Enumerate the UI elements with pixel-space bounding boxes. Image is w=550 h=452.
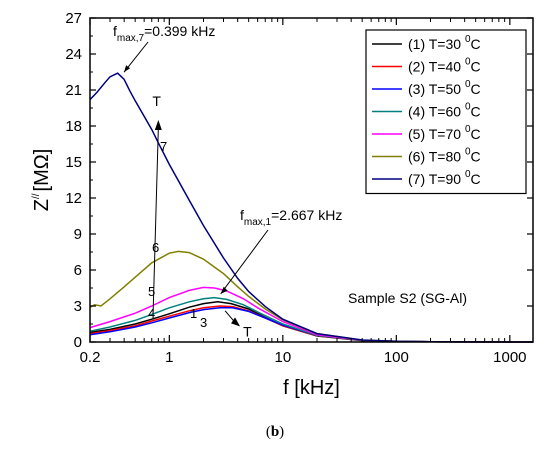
- series-number-3: 3: [200, 315, 207, 330]
- y-tick-label: 21: [65, 82, 82, 99]
- t-arrow-up-shaft: [152, 127, 159, 313]
- t-arrow-up-label: T: [152, 93, 161, 109]
- y-tick-label: 15: [65, 154, 82, 171]
- legend-entry: (5) T=70 0C: [408, 124, 481, 142]
- series-number-6: 6: [152, 240, 159, 255]
- y-tick-label: 3: [74, 298, 82, 315]
- t-arrow-down-label: T: [243, 323, 252, 339]
- fmax7-arrowhead: [124, 65, 131, 73]
- y-tick-label: 9: [74, 226, 82, 243]
- t-arrow-down-head: [231, 317, 241, 327]
- x-tick-label: 10: [274, 349, 291, 366]
- x-axis-title: f [kHz]: [283, 377, 340, 399]
- series-number-1: 1: [190, 306, 197, 321]
- legend-entry: (7) T=90 0C: [408, 169, 481, 187]
- series-line-2: [89, 305, 533, 343]
- annotations-layer: fmax,7=0.399 kHz fmax,1=2.667 kHz T T: [113, 23, 342, 339]
- caption-label: b: [270, 424, 280, 440]
- y-tick-label: 24: [65, 46, 82, 63]
- legend-entry: (6) T=80 0C: [408, 147, 481, 165]
- y-axis-title-main: Z: [31, 199, 53, 211]
- y-axis-title: Z//[MΩ]: [31, 149, 53, 212]
- series-number-7: 7: [160, 139, 167, 154]
- legend-entry: (4) T=60 0C: [408, 102, 481, 120]
- y-axis-title-unit: [MΩ]: [31, 149, 53, 192]
- x-tick-label: 1: [165, 349, 173, 366]
- figure-caption: (b): [265, 424, 285, 440]
- sample-label: Sample S2 (SG-Al): [348, 290, 467, 306]
- fmax7-label: fmax,7=0.399 kHz: [113, 23, 215, 44]
- fmax1-label: fmax,1=2.667 kHz: [240, 207, 342, 228]
- t-arrow-up-head: [154, 120, 162, 130]
- fmax1-arrowhead: [220, 286, 228, 294]
- x-tick-label: 0.2: [80, 349, 101, 366]
- y-axis-title-sup: //: [31, 193, 42, 199]
- y-tick-label: 18: [65, 118, 82, 135]
- series-line-7: [89, 72, 533, 343]
- y-tick-label: 0: [74, 334, 82, 351]
- series-number-4: 4: [148, 306, 155, 321]
- x-tick-label: 100: [384, 349, 409, 366]
- series-number-5: 5: [148, 284, 155, 299]
- series-number-labels: 13 4 5 6 7: [148, 139, 207, 330]
- legend: (1) T=30 0C (2) T=40 0C (3) T=50 0C (4) T=6…: [365, 29, 527, 195]
- legend-entry: (1) T=30 0C: [408, 34, 481, 52]
- y-tick-label: 12: [65, 190, 82, 207]
- curves-layer: [89, 72, 533, 343]
- fmax1-leader: [220, 229, 269, 295]
- x-tick-label: 1000: [493, 349, 526, 366]
- y-tick-label: 27: [65, 10, 82, 27]
- legend-entry: (2) T=40 0C: [408, 57, 481, 75]
- y-tick-label: 6: [74, 262, 82, 279]
- legend-entry: (3) T=50 0C: [408, 79, 481, 97]
